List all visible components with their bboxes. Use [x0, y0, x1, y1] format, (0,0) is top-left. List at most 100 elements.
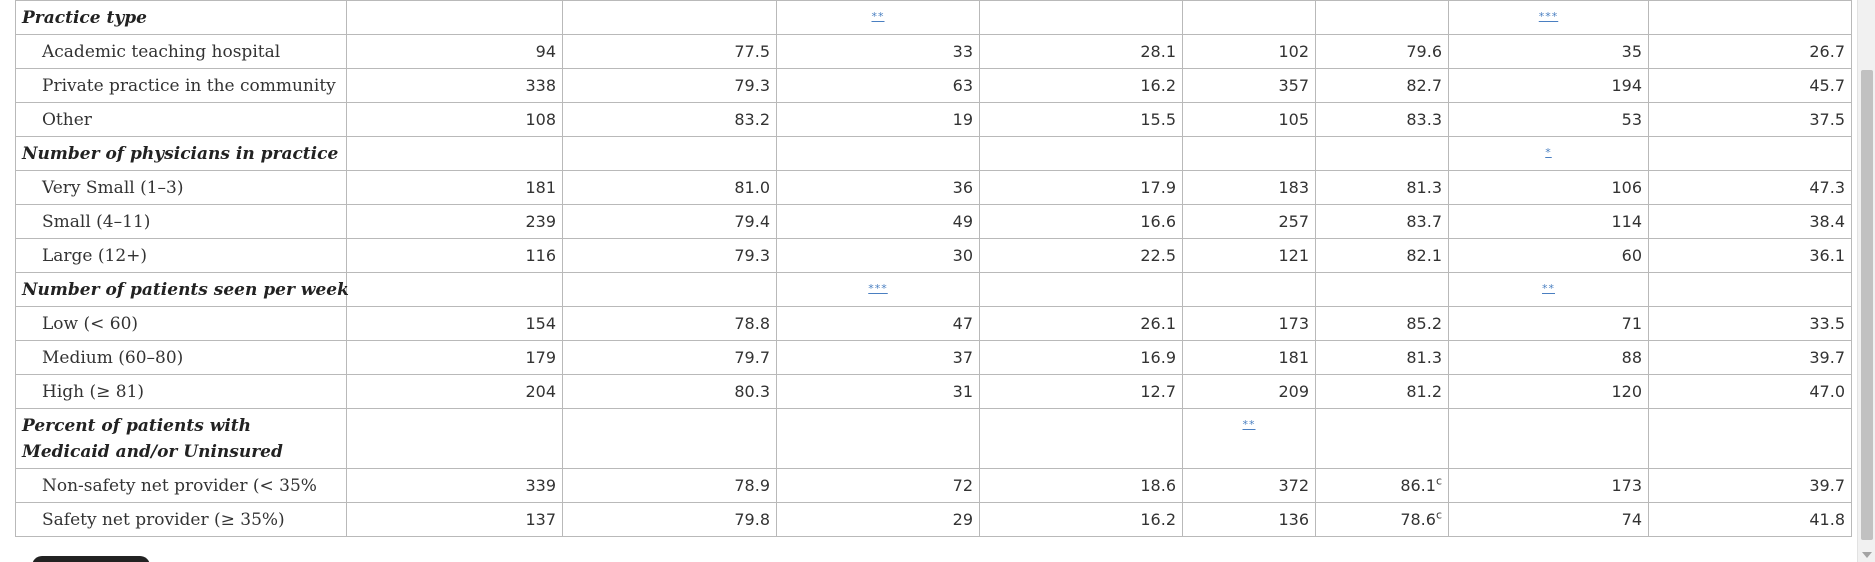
cell-value: 105: [1278, 110, 1309, 129]
table-cell: 173: [1448, 468, 1649, 503]
table-cell: 154: [346, 306, 563, 341]
cell-value: 83.3: [1406, 110, 1442, 129]
table-cell: 26.7: [1648, 34, 1852, 69]
table-cell: 88: [1448, 340, 1649, 375]
table-cell: 33: [776, 34, 980, 69]
table-cell: 47.0: [1648, 374, 1852, 409]
cell-value: 19: [952, 110, 973, 129]
table-cell: 47.3: [1648, 170, 1852, 205]
cell-value: 338: [525, 76, 556, 95]
significance-cell: [1648, 136, 1852, 171]
significance-cell: [562, 408, 777, 469]
table-cell: 36.1: [1648, 238, 1852, 273]
significance-cell: [346, 136, 563, 171]
table-cell: 38.4: [1648, 204, 1852, 239]
bottom-floating-button[interactable]: [32, 556, 150, 562]
table-row: Academic teaching hospital 94 77.5 33 28.1 10…: [15, 34, 1852, 69]
cell-value: 41.8: [1809, 510, 1845, 529]
significance-cell: [346, 0, 563, 35]
table-cell: 82.1: [1315, 238, 1449, 273]
cell-value: 81.0: [734, 178, 770, 197]
table-cell: 33.5: [1648, 306, 1852, 341]
table-cell: 257: [1182, 204, 1316, 239]
significance-cell: *: [1448, 136, 1649, 171]
cell-value: 137: [525, 510, 556, 529]
table-row: Low (< 60) 154 78.8 47 26.1 173 85.2 71 33.5: [15, 306, 1852, 341]
table-cell: 116: [346, 238, 563, 273]
table-cell: 81.3: [1315, 340, 1449, 375]
table-cell: 179: [346, 340, 563, 375]
section-title: Practice type: [15, 0, 347, 35]
cell-value: 79.3: [734, 246, 770, 265]
table-cell: 209: [1182, 374, 1316, 409]
table-row: Large (12+) 116 79.3 30 22.5 121 82.1 60 36.1: [15, 238, 1852, 273]
cell-value: 15.5: [1140, 110, 1176, 129]
table-cell: 136: [1182, 502, 1316, 537]
significance-footnote-link[interactable]: **: [1542, 282, 1555, 295]
significance-cell: [1182, 0, 1316, 35]
table-cell: 81.3: [1315, 170, 1449, 205]
significance-cell: [562, 272, 777, 307]
cell-value: 80.3: [734, 382, 770, 401]
cell-value: 209: [1278, 382, 1309, 401]
table-cell: 239: [346, 204, 563, 239]
row-label: Medium (60–80): [15, 340, 347, 375]
significance-footnote-link[interactable]: **: [871, 10, 885, 23]
table-cell: 12.7: [979, 374, 1183, 409]
cell-value: 181: [525, 178, 556, 197]
cell-value: 47.3: [1809, 178, 1845, 197]
cell-value: 16.2: [1140, 510, 1176, 529]
scrollbar-thumb[interactable]: [1861, 70, 1873, 540]
cell-value: 114: [1611, 212, 1642, 231]
significance-footnote-link[interactable]: *: [1545, 146, 1552, 159]
table-cell: 16.9: [979, 340, 1183, 375]
cell-value: 49: [952, 212, 973, 231]
significance-footnote-link[interactable]: **: [1242, 418, 1256, 431]
row-label: Private practice in the community: [15, 68, 347, 103]
cell-value: 47.0: [1809, 382, 1845, 401]
cell-value: 79.7: [734, 348, 770, 367]
cell-value: 16.9: [1140, 348, 1176, 367]
footnote-superscript: c: [1435, 474, 1442, 488]
table-cell: 78.8: [562, 306, 777, 341]
cell-value: 85.2: [1406, 314, 1442, 333]
scroll-down-arrow-icon[interactable]: [1862, 552, 1872, 558]
table-cell: 35: [1448, 34, 1649, 69]
cell-value: 108: [525, 110, 556, 129]
vertical-scrollbar[interactable]: [1857, 0, 1875, 562]
cell-value: 79.8: [734, 510, 770, 529]
cell-value: 120: [1611, 382, 1642, 401]
section-header-row: Number of patients seen per week *** **: [15, 272, 1852, 307]
table-cell: 16.6: [979, 204, 1183, 239]
section-header-row: Number of physicians in practice *: [15, 136, 1852, 171]
table-cell: 83.7: [1315, 204, 1449, 239]
table-cell: 29: [776, 502, 980, 537]
cell-value: 183: [1278, 178, 1309, 197]
cell-value: 39.7: [1809, 348, 1845, 367]
cell-value: 45.7: [1809, 76, 1845, 95]
cell-value: 47: [952, 314, 973, 333]
cell-value: 31: [952, 382, 973, 401]
cell-value: 79.3: [734, 76, 770, 95]
row-label: Large (12+): [15, 238, 347, 273]
cell-value: 79.6: [1406, 42, 1442, 61]
table-cell: 357: [1182, 68, 1316, 103]
cell-value: 204: [525, 382, 556, 401]
cell-value: 372: [1278, 476, 1309, 495]
cell-value: 33.5: [1809, 314, 1845, 333]
section-title: Percent of patients with Medicaid and/or…: [15, 408, 347, 469]
row-label: Very Small (1–3): [15, 170, 347, 205]
significance-cell: [979, 136, 1183, 171]
row-label: High (≥ 81): [15, 374, 347, 409]
table-cell: 79.6: [1315, 34, 1449, 69]
table-cell: 194: [1448, 68, 1649, 103]
table-row: High (≥ 81) 204 80.3 31 12.7 209 81.2 120 47.0: [15, 374, 1852, 409]
table-cell: 339: [346, 468, 563, 503]
cell-value: 77.5: [734, 42, 770, 61]
table-cell: 79.7: [562, 340, 777, 375]
cell-value: 102: [1278, 42, 1309, 61]
table-cell: 26.1: [979, 306, 1183, 341]
cell-value: 37.5: [1809, 110, 1845, 129]
significance-footnote-link[interactable]: ***: [1538, 10, 1559, 23]
significance-footnote-link[interactable]: ***: [868, 282, 888, 295]
